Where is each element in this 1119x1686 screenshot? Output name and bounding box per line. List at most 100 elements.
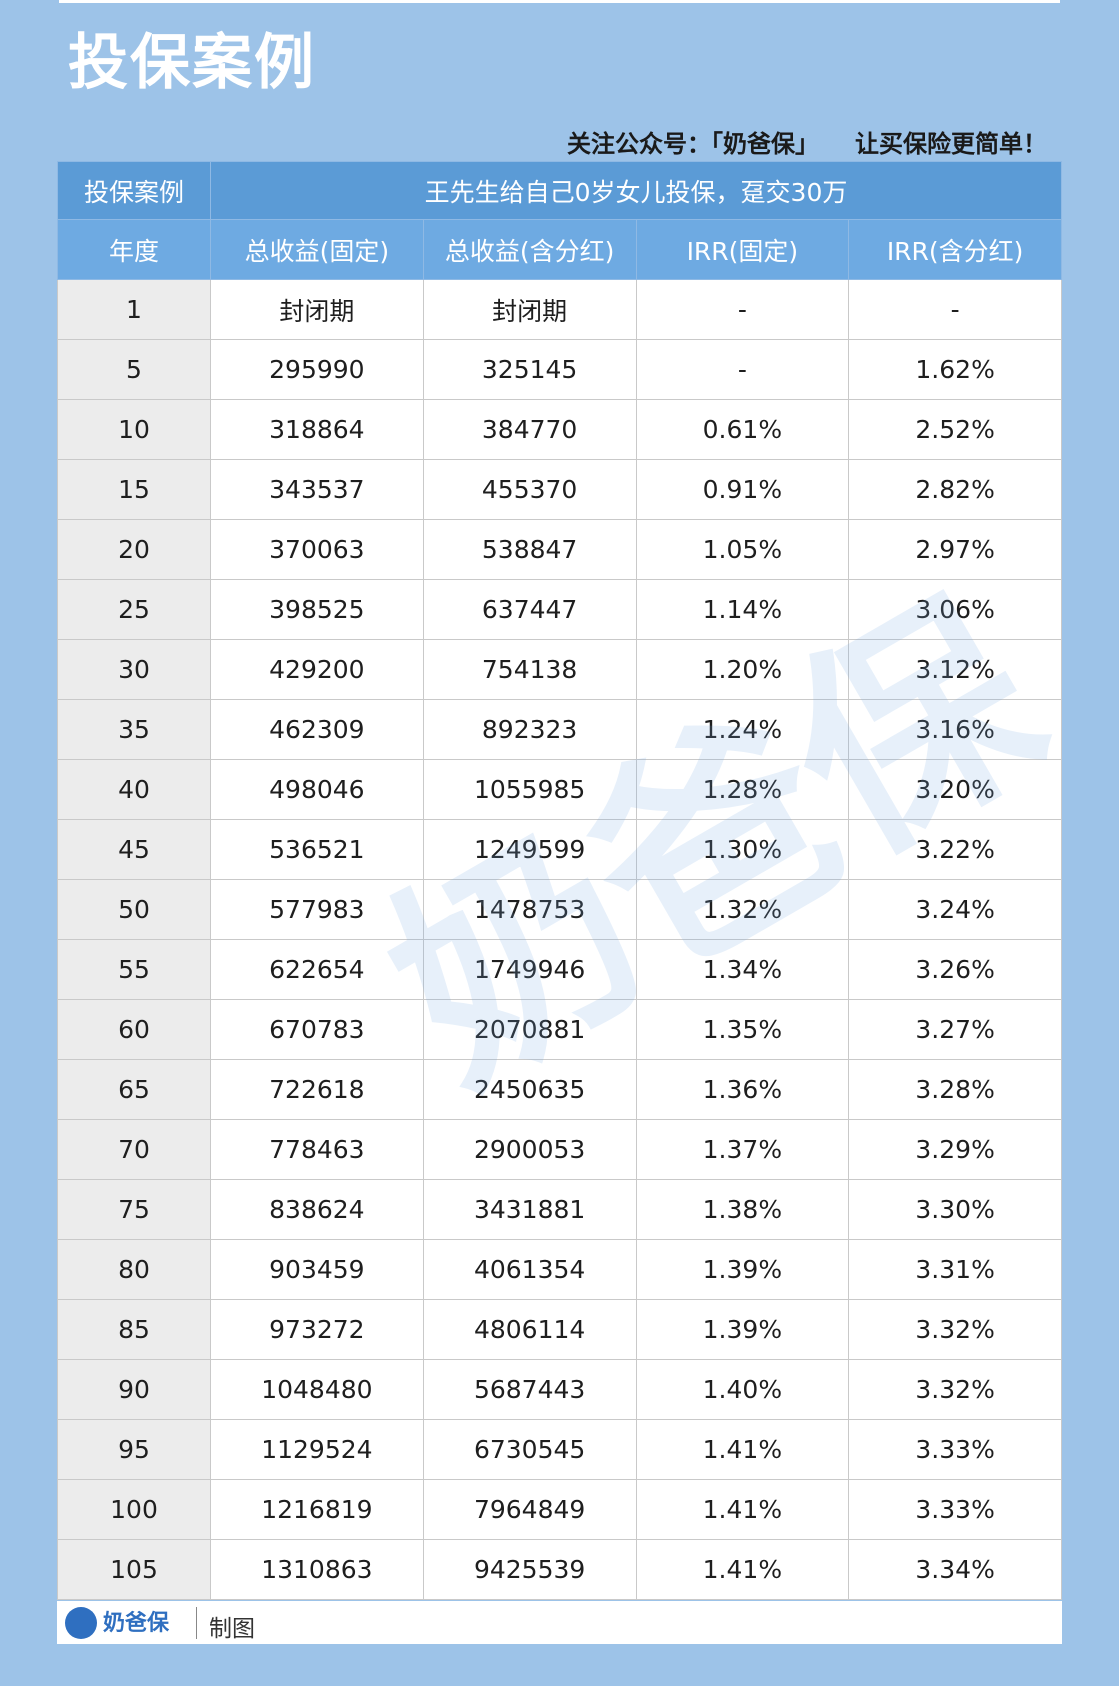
cell: 1.62% <box>848 339 1062 400</box>
cell: 3.26% <box>848 939 1062 1000</box>
cell: 1.20% <box>635 639 850 700</box>
cell: 1.39% <box>635 1299 850 1360</box>
cell: 1.34% <box>635 939 850 1000</box>
cell: 封闭期 <box>210 279 424 340</box>
cell: 1.40% <box>635 1359 850 1420</box>
subtitle: 关注公众号：「奶爸保」 让买保险更简单！ <box>567 130 1047 158</box>
logo-icon <box>65 1607 97 1639</box>
data-row: 75 838624 3431881 1.38% 3.30% <box>57 1179 1062 1240</box>
cell: 754138 <box>422 639 637 700</box>
cell: 1749946 <box>422 939 637 1000</box>
cell: 2.97% <box>848 519 1062 580</box>
cell: 3.12% <box>848 639 1062 700</box>
data-row: 25 398525 637447 1.14% 3.06% <box>57 579 1062 640</box>
cell: 3.31% <box>848 1239 1062 1300</box>
cell: 4061354 <box>422 1239 637 1300</box>
cell: 3.30% <box>848 1179 1062 1240</box>
cell: 1.28% <box>635 759 850 820</box>
cell: 60 <box>57 999 211 1060</box>
cell: 622654 <box>210 939 424 1000</box>
cell: 1.37% <box>635 1119 850 1180</box>
cell: 80 <box>57 1239 211 1300</box>
cell: 1048480 <box>210 1359 424 1420</box>
cell: 4806114 <box>422 1299 637 1360</box>
cell: 25 <box>57 579 211 640</box>
column-header: 年度 <box>57 219 211 280</box>
header-row: 年度 总收益(固定) 总收益(含分红) IRR(固定) IRR(含分红) <box>57 219 1062 280</box>
caption-label: 投保案例 <box>57 161 211 220</box>
cell: - <box>635 339 850 400</box>
data-row: 70 778463 2900053 1.37% 3.29% <box>57 1119 1062 1180</box>
cell: 3.24% <box>848 879 1062 940</box>
cell: 50 <box>57 879 211 940</box>
cell: 3.32% <box>848 1359 1062 1420</box>
cell: 1.35% <box>635 999 850 1060</box>
cell: 75 <box>57 1179 211 1240</box>
cell: 55 <box>57 939 211 1000</box>
cell: 1310863 <box>210 1539 424 1600</box>
cell: 538847 <box>422 519 637 580</box>
data-row: 10 318864 384770 0.61% 2.52% <box>57 399 1062 460</box>
data-row: 30 429200 754138 1.20% 3.12% <box>57 639 1062 700</box>
cell: 90 <box>57 1359 211 1420</box>
cell: 1.24% <box>635 699 850 760</box>
cell: 9425539 <box>422 1539 637 1600</box>
footer-note: 制图 <box>209 1616 255 1642</box>
cell: 1129524 <box>210 1419 424 1480</box>
cell: 1.41% <box>635 1479 850 1540</box>
cell: 3.33% <box>848 1419 1062 1480</box>
cell: 6730545 <box>422 1419 637 1480</box>
cell: 封闭期 <box>422 279 637 340</box>
table: 投保案例 王先生给自己0岁女儿投保，趸交30万 年度 总收益(固定) 总收益(含分红) I… <box>57 161 1062 1600</box>
cell: 1.32% <box>635 879 850 940</box>
cell: 498046 <box>210 759 424 820</box>
data-row: 1 封闭期 封闭期 - - <box>57 279 1062 340</box>
cell: 3.06% <box>848 579 1062 640</box>
cell: 2070881 <box>422 999 637 1060</box>
cell: 70 <box>57 1119 211 1180</box>
data-row: 20 370063 538847 1.05% 2.97% <box>57 519 1062 580</box>
cell: 10 <box>57 399 211 460</box>
column-header: IRR(含分红) <box>848 219 1062 280</box>
data-row: 40 498046 1055985 1.28% 3.20% <box>57 759 1062 820</box>
cell: 105 <box>57 1539 211 1600</box>
cell: 1.39% <box>635 1239 850 1300</box>
cell: 903459 <box>210 1239 424 1300</box>
cell: 384770 <box>422 399 637 460</box>
cell: 3.22% <box>848 819 1062 880</box>
cell: 2.82% <box>848 459 1062 520</box>
cell: 1.41% <box>635 1539 850 1600</box>
cell: 30 <box>57 639 211 700</box>
cell: 637447 <box>422 579 637 640</box>
separator <box>196 1607 197 1639</box>
cell: 462309 <box>210 699 424 760</box>
cell: 398525 <box>210 579 424 640</box>
cell: 429200 <box>210 639 424 700</box>
cell: 370063 <box>210 519 424 580</box>
cell: 670783 <box>210 999 424 1060</box>
cell: 1.14% <box>635 579 850 640</box>
cell: 1.38% <box>635 1179 850 1240</box>
cell: 15 <box>57 459 211 520</box>
cell: 3.20% <box>848 759 1062 820</box>
cell: 0.91% <box>635 459 850 520</box>
cell: 2.52% <box>848 399 1062 460</box>
cell: 1.36% <box>635 1059 850 1120</box>
cell: 2900053 <box>422 1119 637 1180</box>
cell: - <box>848 279 1062 340</box>
data-row: 100 1216819 7964849 1.41% 3.33% <box>57 1479 1062 1540</box>
cell: 2450635 <box>422 1059 637 1120</box>
caption-row: 投保案例 王先生给自己0岁女儿投保，趸交30万 <box>57 161 1062 220</box>
cell: 95 <box>57 1419 211 1480</box>
data-row: 15 343537 455370 0.91% 2.82% <box>57 459 1062 520</box>
data-row: 35 462309 892323 1.24% 3.16% <box>57 699 1062 760</box>
data-row: 105 1310863 9425539 1.41% 3.34% <box>57 1539 1062 1600</box>
cell: 45 <box>57 819 211 880</box>
cell: 1 <box>57 279 211 340</box>
data-row: 50 577983 1478753 1.32% 3.24% <box>57 879 1062 940</box>
cell: 318864 <box>210 399 424 460</box>
column-header: IRR(固定) <box>635 219 850 280</box>
data-row: 5 295990 325145-1.62% <box>57 339 1062 400</box>
cell: 325145 <box>422 339 637 400</box>
cell: 35 <box>57 699 211 760</box>
